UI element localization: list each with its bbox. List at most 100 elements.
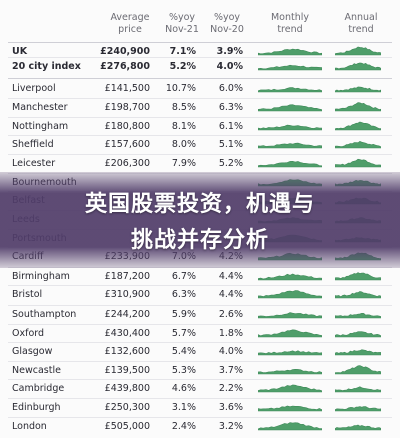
header-yoy21: %yoy Nov-21: [160, 12, 204, 36]
yoy-nov21: 8.5%: [171, 102, 196, 113]
header-separator: [8, 42, 392, 43]
sparkline: [335, 312, 381, 319]
yoy-nov21: 2.4%: [171, 421, 196, 432]
sparkline-area: [335, 86, 381, 93]
sparkline: [335, 102, 381, 112]
yoy-nov21: 7.1%: [169, 46, 196, 57]
sparkline: [258, 405, 322, 412]
sparkline: [258, 124, 322, 131]
yoy-nov21: 4.6%: [171, 383, 196, 394]
sparkline: [258, 368, 322, 375]
header-text: %yoy: [213, 12, 241, 23]
yoy-nov21: 5.2%: [169, 61, 196, 72]
row-separator: [8, 135, 392, 136]
sparkline-area: [258, 64, 322, 71]
yoy-nov21: 7.9%: [171, 158, 196, 169]
row-separator: [8, 305, 392, 306]
sparkline-area: [335, 406, 381, 412]
header-yoy20: %yoy Nov-20: [205, 12, 249, 36]
header-text: Annual: [344, 12, 378, 23]
price: £187,200: [104, 271, 150, 282]
header-price: Average price: [100, 12, 160, 36]
sparkline-area: [258, 312, 322, 319]
yoy-nov21: 8.1%: [171, 121, 196, 132]
sparkline: [258, 160, 322, 168]
header-monthly: Monthly trend: [255, 12, 325, 36]
sparkline-area: [258, 273, 322, 281]
sparkline-area: [335, 331, 381, 338]
city-name: 20 city index: [12, 61, 81, 72]
price: £157,600: [104, 139, 150, 150]
sparkline-area: [258, 160, 322, 168]
yoy-nov21: 3.1%: [171, 402, 196, 413]
sparkline-area: [258, 48, 322, 56]
sparkline-area: [335, 365, 381, 375]
sparkline: [258, 48, 322, 56]
sparkline-area: [335, 312, 381, 319]
sparkline: [335, 406, 381, 412]
price: £244,200: [104, 309, 150, 320]
city-name: Birmingham: [12, 271, 70, 282]
price: £198,700: [104, 102, 150, 113]
header-text: Nov-20: [210, 24, 244, 35]
price: £439,800: [104, 383, 150, 394]
yoy-nov20: 3.9%: [216, 46, 243, 57]
sparkline: [258, 273, 322, 281]
row-separator: [8, 324, 392, 325]
row-separator: [8, 398, 392, 399]
sparkline: [258, 384, 322, 393]
sparkline-area: [335, 62, 381, 71]
city-name: Bristol: [12, 289, 43, 300]
row-separator: [8, 342, 392, 343]
row-separator: [8, 379, 392, 380]
price: £250,300: [104, 402, 150, 413]
price: £276,800: [100, 61, 150, 72]
row-separator: [8, 417, 392, 418]
yoy-nov20: 5.1%: [218, 139, 243, 150]
price: £430,400: [104, 328, 150, 339]
sparkline: [335, 158, 381, 168]
city-name: London: [12, 421, 47, 432]
yoy-nov20: 5.2%: [218, 158, 243, 169]
yoy-nov20: 2.2%: [218, 383, 243, 394]
yoy-nov20: 3.2%: [218, 421, 243, 432]
sparkline-area: [258, 384, 322, 393]
yoy-nov20: 1.8%: [218, 328, 243, 339]
price: £141,500: [104, 83, 150, 94]
sparkline: [258, 290, 322, 299]
sparkline: [335, 86, 381, 93]
sparkline: [335, 365, 381, 375]
row-separator: [8, 361, 392, 362]
yoy-nov21: 6.7%: [171, 271, 196, 282]
sparkline-area: [258, 142, 322, 149]
sparkline: [258, 142, 322, 149]
header-text: Average: [110, 12, 150, 23]
sparkline: [335, 121, 381, 131]
price: £240,900: [100, 46, 150, 57]
header-text: Nov-21: [165, 24, 199, 35]
yoy-nov20: 6.3%: [218, 102, 243, 113]
sparkline: [258, 350, 322, 356]
header-text: price: [118, 24, 142, 35]
sparkline-area: [258, 124, 322, 131]
header-text: Monthly: [270, 12, 310, 23]
sparkline-area: [335, 424, 381, 431]
city-name: Edinburgh: [12, 402, 61, 413]
yoy-nov20: 6.1%: [218, 121, 243, 132]
yoy-nov20: 4.4%: [218, 271, 243, 282]
yoy-nov21: 8.0%: [171, 139, 196, 150]
yoy-nov20: 2.6%: [218, 309, 243, 320]
header-text: trend: [277, 24, 303, 35]
yoy-nov21: 5.7%: [171, 328, 196, 339]
city-name: Nottingham: [12, 121, 69, 132]
sparkline-area: [258, 405, 322, 412]
price: £310,900: [104, 289, 150, 300]
yoy-nov20: 4.0%: [218, 346, 243, 357]
header-text: %yoy: [168, 12, 196, 23]
row-separator: [8, 78, 392, 79]
price: £206,300: [104, 158, 150, 169]
row-separator: [8, 154, 392, 155]
sparkline-area: [335, 102, 381, 112]
sparkline-area: [258, 350, 322, 356]
